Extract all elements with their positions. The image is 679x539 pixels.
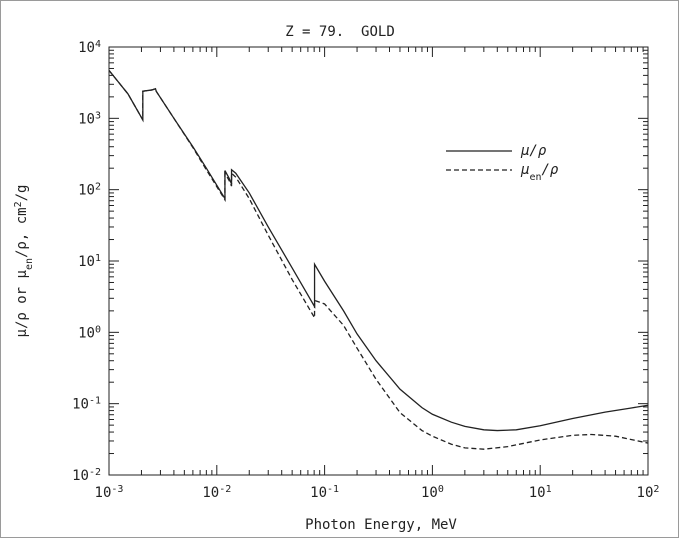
label-part: μ/ρ or μ bbox=[14, 269, 30, 337]
series-mu-en-rho-line bbox=[108, 69, 649, 450]
y-tick-label: 10-2 bbox=[72, 467, 101, 485]
plot-area bbox=[108, 46, 649, 476]
y-axis-label-text: μ/ρ or μen/ρ, cm2/g bbox=[13, 185, 35, 338]
legend-label: μ/ρ bbox=[520, 143, 547, 159]
y-tick-label: 10-1 bbox=[72, 395, 101, 413]
x-tick-label: 10-2 bbox=[202, 484, 231, 502]
chart-title: Z = 79. GOLD bbox=[285, 24, 395, 40]
x-axis-label: Photon Energy, MeV bbox=[305, 517, 457, 533]
label-part: /g bbox=[14, 185, 30, 202]
y-axis-label: μ/ρ or μen/ρ, cm2/g bbox=[13, 185, 35, 338]
y-ticks: 10-2 10-1 100 101 102 103 104 bbox=[72, 39, 648, 485]
x-tick-label: 100 bbox=[421, 484, 444, 502]
x-tick-label: 102 bbox=[637, 484, 660, 502]
x-tick-label: 10-1 bbox=[310, 484, 339, 502]
y-tick-label: 104 bbox=[78, 39, 101, 57]
legend-label: μen/ρ bbox=[520, 162, 559, 183]
x-tick-label: 101 bbox=[529, 484, 552, 502]
label-part: /ρ, cm bbox=[14, 207, 30, 258]
y-tick-label: 101 bbox=[78, 253, 101, 271]
series-layer bbox=[108, 69, 649, 450]
series-mu-rho-line bbox=[108, 69, 649, 432]
x-ticks: 10-3 10-2 10-1 100 101 102 bbox=[95, 47, 660, 502]
x-tick-label: 10-3 bbox=[95, 484, 124, 502]
y-tick-label: 100 bbox=[78, 324, 101, 342]
y-tick-label: 102 bbox=[78, 181, 101, 199]
label-part: en bbox=[24, 258, 35, 270]
label-part: 2 bbox=[13, 201, 24, 207]
y-tick-label: 103 bbox=[78, 110, 101, 128]
legend: μ/ρ μen/ρ bbox=[446, 143, 559, 183]
